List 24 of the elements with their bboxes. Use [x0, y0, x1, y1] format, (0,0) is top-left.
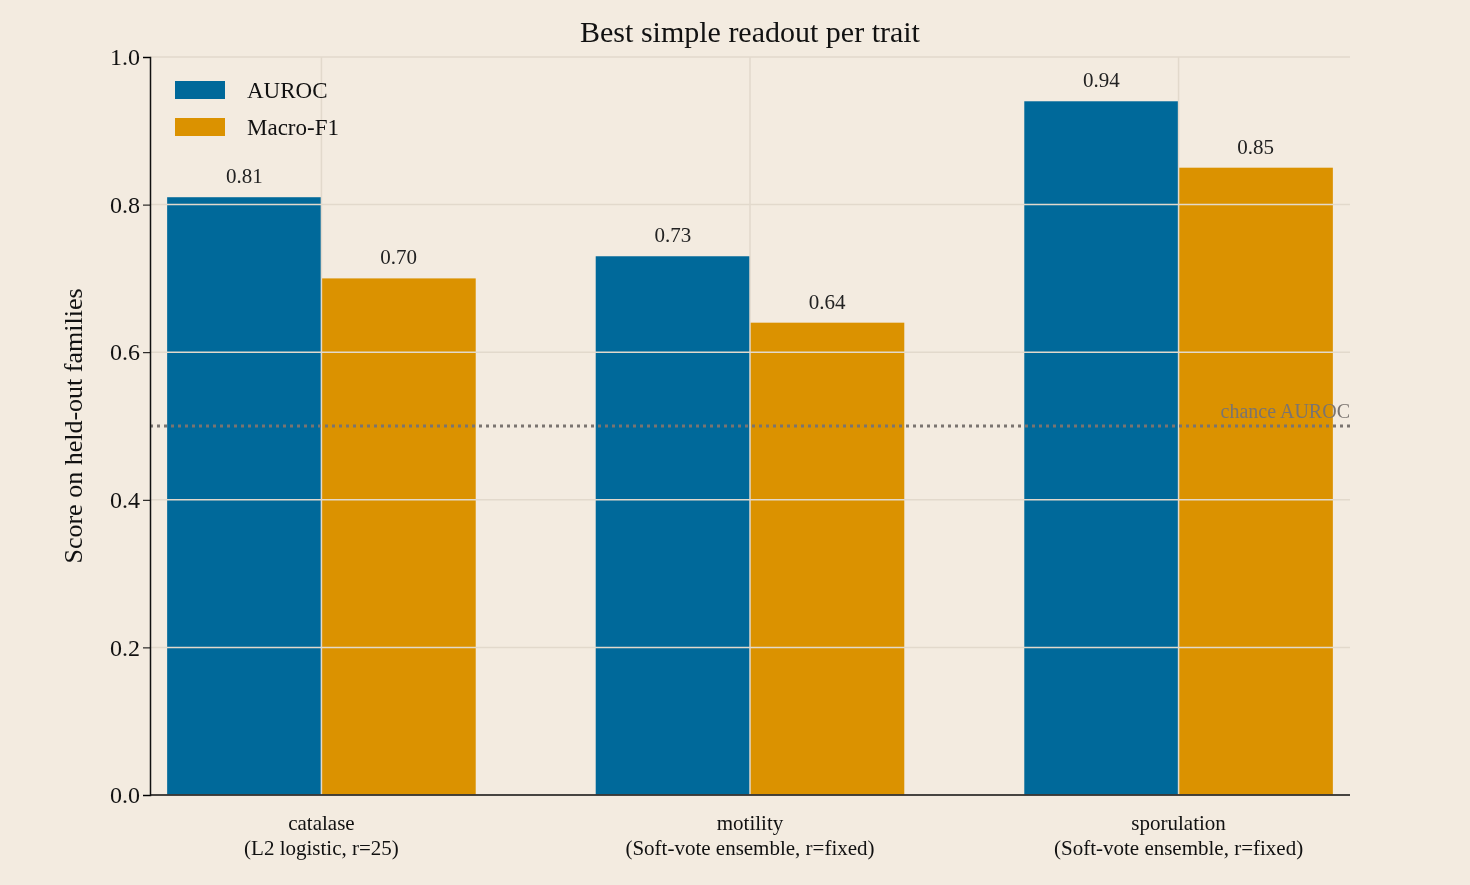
- y-tick-label: 0.0: [110, 782, 140, 809]
- x-tick-label: catalase (L2 logistic, r=25): [244, 811, 399, 860]
- bar: [595, 256, 750, 795]
- bar: [1024, 101, 1179, 795]
- data-label: 0.64: [808, 289, 847, 314]
- data-label: 0.73: [654, 223, 692, 248]
- data-label: 0.85: [1237, 134, 1275, 159]
- y-tick-label: 0.2: [110, 634, 140, 661]
- bar: [167, 197, 322, 795]
- y-tick-label: 0.8: [110, 191, 140, 218]
- legend-label: Macro-F1: [247, 115, 339, 140]
- y-tick-label: 0.4: [110, 486, 140, 513]
- data-label: 0.81: [225, 164, 263, 189]
- legend-label: AUROC: [247, 78, 328, 103]
- bar: [321, 278, 476, 795]
- data-label: 0.70: [380, 245, 417, 270]
- data-label: 0.94: [1083, 68, 1121, 93]
- y-tick-label: 1.0: [110, 44, 140, 71]
- x-tick-label: motility (Soft-vote ensemble, r=fixed): [625, 811, 875, 860]
- y-axis-title: Score on held-out families: [59, 288, 88, 564]
- y-tick-label: 0.6: [110, 339, 140, 366]
- bar: [750, 322, 905, 795]
- x-tick-label: sporulation (Soft-vote ensemble, r=fixed): [1053, 811, 1304, 860]
- chart-title: Best simple readout per trait: [580, 15, 921, 48]
